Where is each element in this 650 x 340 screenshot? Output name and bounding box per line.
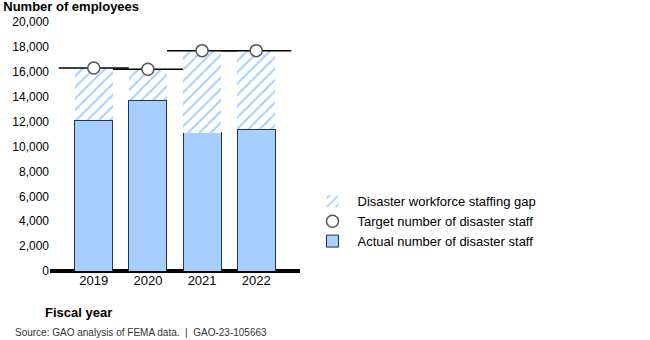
svg-text:2021: 2021: [188, 273, 217, 288]
svg-text:6,000: 6,000: [19, 190, 49, 204]
svg-text:2022: 2022: [242, 273, 271, 288]
svg-text:12,000: 12,000: [12, 115, 49, 129]
svg-text:20,000: 20,000: [12, 15, 49, 29]
svg-text:14,000: 14,000: [12, 90, 49, 104]
svg-text:8,000: 8,000: [19, 165, 49, 179]
svg-text:4,000: 4,000: [19, 214, 49, 228]
svg-text:Number of employees: Number of employees: [3, 0, 139, 14]
svg-text:Actual number of disaster staf: Actual number of disaster staff: [358, 234, 534, 249]
svg-text:Source: GAO analysis of FEMA d: Source: GAO analysis of FEMA data. | GAO…: [15, 327, 267, 338]
svg-text:16,000: 16,000: [12, 65, 49, 79]
svg-text:2,000: 2,000: [19, 239, 49, 253]
svg-text:18,000: 18,000: [12, 40, 49, 54]
svg-text:2020: 2020: [133, 273, 162, 288]
svg-text:2019: 2019: [79, 273, 108, 288]
svg-text:Target number of disaster staf: Target number of disaster staff: [358, 214, 534, 229]
svg-text:10,000: 10,000: [12, 140, 49, 154]
svg-text:Disaster workforce staffing ga: Disaster workforce staffing gap: [358, 194, 536, 209]
svg-text:Fiscal year: Fiscal year: [45, 305, 112, 320]
svg-text:0: 0: [42, 264, 49, 278]
